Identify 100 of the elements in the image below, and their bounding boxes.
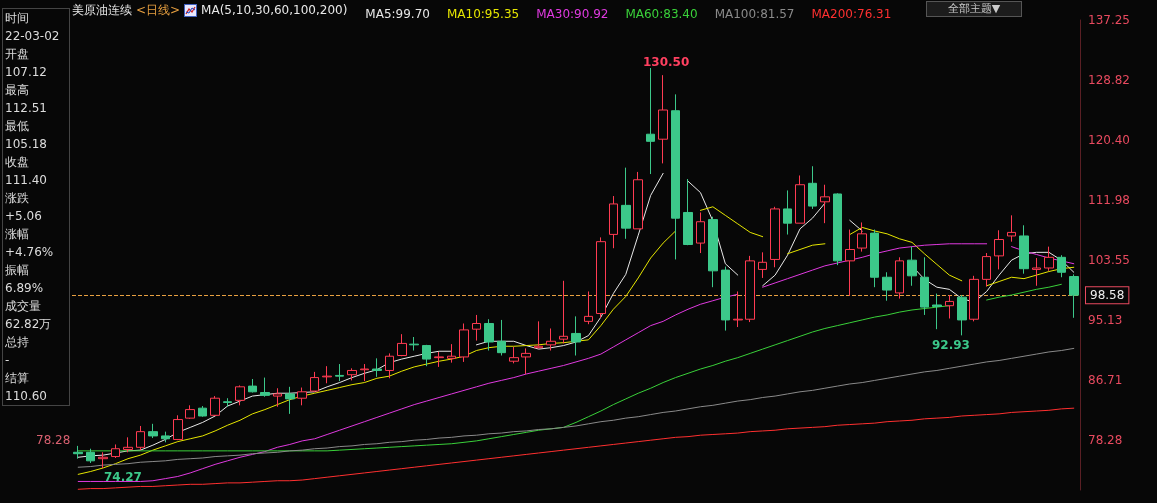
candlestick [434, 351, 444, 368]
candlestick [671, 93, 680, 260]
candlestick [683, 178, 693, 246]
dropdown-button: 全部主题▼ [926, 1, 1022, 17]
candlestick [260, 377, 270, 398]
text: 最高 [4, 82, 30, 99]
text: 78.28 [36, 433, 71, 447]
candlestick [920, 256, 929, 316]
text: 110.60 [4, 388, 48, 405]
candlestick [111, 443, 120, 459]
candlestick [509, 346, 519, 364]
text: 涨跌 [4, 190, 30, 207]
candlestick [484, 318, 494, 352]
candlestick [534, 320, 543, 349]
candlestick [795, 174, 805, 224]
candlestick [770, 206, 780, 268]
candlestick [559, 280, 568, 344]
candlestick [1032, 257, 1041, 287]
text: 105.18 [4, 136, 48, 153]
candlestick [1019, 224, 1029, 275]
candlestick [360, 363, 369, 382]
annotation: 74.27 [104, 470, 142, 484]
candlestick [372, 357, 382, 378]
candlestick [198, 405, 207, 418]
candlestick [957, 294, 967, 336]
candlestick [1057, 254, 1066, 278]
candlestick [621, 167, 631, 240]
text: MA10:95.35 [446, 7, 520, 21]
candlestick [273, 387, 282, 408]
candlestick [409, 336, 419, 352]
candlestick [783, 189, 792, 236]
text: 振幅 [4, 262, 30, 279]
candlestick [347, 367, 357, 381]
ref-line-label: 98.58 [1090, 288, 1125, 303]
candlestick [73, 445, 83, 460]
candlestick [521, 347, 531, 375]
text: 112.51 [4, 100, 48, 117]
candlestick [721, 266, 730, 332]
candlestick [210, 395, 220, 417]
text: 收盘 [4, 154, 30, 171]
candlestick [497, 319, 506, 357]
text: 22-03-02 [4, 28, 61, 45]
text: MA60:83.40 [625, 7, 698, 21]
candlestick [982, 252, 991, 287]
candlestick [148, 423, 158, 439]
y-tick-label: 137.25 [1088, 13, 1130, 27]
candlestick [136, 425, 145, 451]
candlestick [385, 352, 394, 379]
y-tick-label: 111.98 [1088, 192, 1130, 207]
text: +4.76% [4, 244, 55, 261]
candlestick [546, 327, 556, 352]
candlestick [994, 229, 1004, 270]
candlestick [472, 314, 481, 342]
candlestick [808, 165, 817, 210]
text: MA30:90.92 [536, 7, 609, 21]
candlestick [223, 397, 232, 408]
candlestick [870, 229, 879, 288]
candlestick [969, 275, 979, 322]
candlestick [833, 192, 842, 266]
text: +5.06 [4, 208, 43, 225]
y-tick-label: 95.13 [1088, 312, 1123, 327]
candlestick [696, 211, 705, 254]
text: - [4, 352, 11, 369]
text: 111.40 [4, 172, 48, 189]
candlestick [322, 365, 332, 384]
line-series [77, 407, 1075, 490]
candlestick [1007, 214, 1016, 243]
legend-title: MA(5,10,30,60,100,200) [201, 3, 348, 17]
candlestick [123, 436, 133, 453]
candlestick [335, 363, 344, 382]
candlestick [945, 294, 954, 320]
y-tick-label: 120.40 [1088, 132, 1130, 147]
text: 涨幅 [4, 226, 30, 243]
candlestick [932, 293, 942, 330]
candlestick [173, 414, 183, 441]
candlestick [745, 255, 755, 323]
candlestick [758, 251, 767, 279]
candlestick [658, 74, 668, 164]
text: 成交量 [4, 298, 42, 315]
candlestick [297, 387, 307, 406]
candlestick [571, 315, 581, 357]
text: 107.12 [4, 64, 48, 81]
candlestick [161, 431, 170, 443]
y-tick-label: 128.82 [1088, 72, 1130, 87]
candlestick [185, 404, 195, 420]
candlestick [596, 236, 606, 319]
text: 时间 [4, 10, 30, 27]
candlestick [882, 271, 892, 302]
y-tick-label: 78.28 [1088, 432, 1123, 447]
chart-subtitle: <日线> [136, 1, 181, 19]
annotation: 92.93 [932, 338, 970, 352]
candlestick [310, 371, 319, 393]
candlestick [895, 256, 904, 300]
candlestick [733, 290, 743, 328]
text: MA5:99.70 [365, 7, 430, 21]
candlestick [235, 384, 245, 406]
y-tick-label: 103.55 [1088, 252, 1130, 267]
text: 最低 [4, 118, 30, 135]
text: 结算 [4, 370, 30, 387]
text: MA100:81.57 [714, 7, 795, 21]
